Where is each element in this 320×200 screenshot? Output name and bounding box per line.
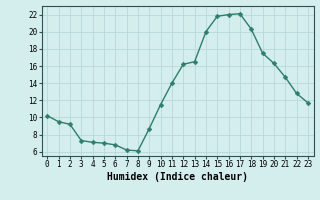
X-axis label: Humidex (Indice chaleur): Humidex (Indice chaleur)	[107, 172, 248, 182]
